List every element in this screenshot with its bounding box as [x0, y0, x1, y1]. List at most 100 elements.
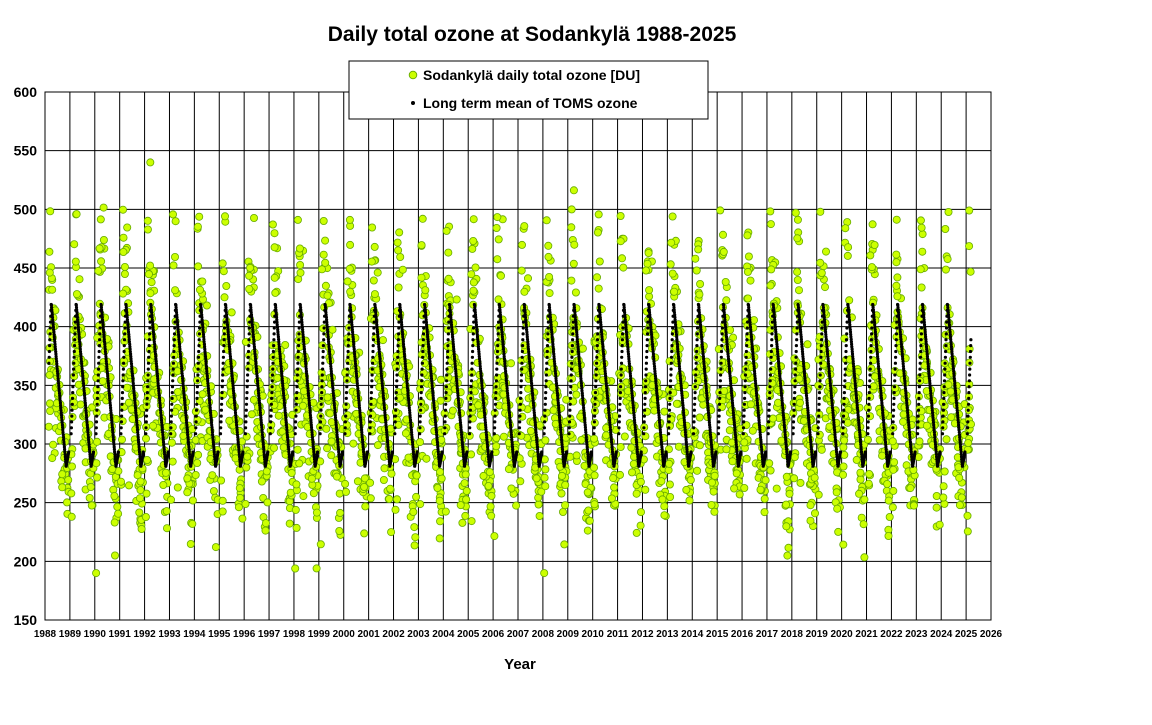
ozone-observation-point — [347, 241, 354, 248]
ozone-observation-point — [941, 500, 948, 507]
ozone-observation-point — [858, 514, 865, 521]
ozone-observation-point — [487, 503, 494, 510]
ozone-observation-point — [947, 388, 954, 395]
toms-mean-point — [72, 379, 75, 382]
toms-mean-point — [296, 379, 299, 382]
ozone-observation-point — [956, 502, 963, 509]
toms-mean-point — [298, 326, 301, 329]
toms-mean-point — [319, 426, 322, 429]
ozone-observation-point — [170, 262, 177, 269]
ozone-observation-point — [367, 495, 374, 502]
toms-mean-point — [119, 432, 122, 435]
ozone-observation-point — [711, 472, 718, 479]
toms-mean-point — [219, 432, 222, 435]
ozone-observation-point — [834, 505, 841, 512]
ozone-observation-point — [300, 493, 307, 500]
toms-mean-point — [297, 344, 300, 347]
x-tick-label: 2020 — [831, 629, 854, 640]
ozone-observation-point — [542, 483, 549, 490]
ozone-observation-point — [119, 290, 126, 297]
ozone-observation-point — [228, 309, 235, 316]
toms-mean-point — [469, 391, 472, 394]
ozone-observation-point — [869, 221, 876, 228]
toms-mean-point — [393, 426, 396, 429]
ozone-observation-point — [521, 288, 528, 295]
ozone-observation-point — [543, 217, 550, 224]
toms-mean-point — [269, 420, 272, 423]
y-tick-label: 450 — [14, 260, 38, 276]
ozone-observation-point — [545, 253, 552, 260]
ozone-observation-point — [731, 485, 738, 492]
toms-mean-point — [422, 326, 425, 329]
ozone-observation-point — [917, 266, 924, 273]
x-tick-label: 2023 — [905, 629, 928, 640]
ozone-observation-point — [521, 223, 528, 230]
toms-mean-point — [122, 362, 125, 365]
ozone-observation-point — [891, 459, 898, 466]
x-tick-label: 1990 — [84, 629, 107, 640]
toms-mean-point — [469, 409, 472, 412]
toms-mean-point — [147, 368, 150, 371]
toms-mean-point — [241, 450, 244, 453]
ozone-observation-point — [47, 407, 54, 414]
toms-mean-point — [446, 350, 449, 353]
toms-mean-point — [171, 385, 174, 388]
ozone-observation-point — [642, 486, 649, 493]
ozone-observation-point — [71, 241, 78, 248]
toms-mean-point — [71, 397, 74, 400]
toms-mean-point — [197, 350, 200, 353]
ozone-observation-point — [811, 474, 818, 481]
toms-mean-point — [72, 368, 75, 371]
toms-mean-point — [471, 338, 474, 341]
toms-mean-point — [296, 368, 299, 371]
ozone-observation-point — [76, 389, 83, 396]
x-tick-label: 2018 — [781, 629, 804, 640]
ozone-observation-point — [328, 438, 335, 445]
ozone-observation-point — [563, 396, 570, 403]
ozone-observation-point — [468, 518, 475, 525]
toms-mean-point — [347, 344, 350, 347]
toms-mean-point — [394, 420, 397, 423]
toms-mean-point — [471, 350, 474, 353]
ozone-observation-point — [871, 373, 878, 380]
toms-mean-point — [422, 338, 425, 341]
toms-mean-point — [196, 385, 199, 388]
toms-mean-point — [271, 385, 274, 388]
ozone-observation-point — [571, 241, 578, 248]
ozone-observation-point — [856, 490, 863, 497]
ozone-observation-point — [115, 510, 122, 517]
toms-mean-point — [48, 338, 51, 341]
ozone-observation-point — [262, 520, 269, 527]
ozone-observation-point — [933, 492, 940, 499]
ozone-observation-point — [192, 437, 199, 444]
ozone-observation-point — [129, 416, 136, 423]
ozone-observation-point — [271, 244, 278, 251]
ozone-observation-point — [550, 407, 557, 414]
ozone-observation-point — [49, 455, 56, 462]
ozone-observation-point — [124, 384, 131, 391]
ozone-observation-point — [494, 256, 501, 263]
ozone-observation-point — [866, 470, 873, 477]
ozone-observation-point — [835, 528, 842, 535]
ozone-observation-point — [890, 466, 897, 473]
ozone-observation-point — [762, 477, 769, 484]
toms-mean-point — [468, 432, 471, 435]
toms-mean-point — [393, 432, 396, 435]
toms-mean-point — [395, 391, 398, 394]
toms-mean-point — [397, 344, 400, 347]
toms-mean-point — [395, 379, 398, 382]
ozone-observation-point — [692, 255, 699, 262]
ozone-observation-point — [885, 497, 892, 504]
ozone-observation-point — [666, 460, 673, 467]
toms-mean-point — [447, 326, 450, 329]
toms-mean-point — [368, 432, 371, 435]
ozone-observation-point — [719, 231, 726, 238]
x-tick-label: 2011 — [607, 629, 629, 640]
ozone-observation-point — [100, 204, 107, 211]
toms-mean-point — [221, 368, 224, 371]
ozone-observation-point — [128, 406, 135, 413]
ozone-observation-point — [143, 490, 150, 497]
ozone-observation-point — [323, 425, 330, 432]
y-tick-label: 500 — [14, 201, 38, 217]
x-tick-label: 2022 — [880, 629, 903, 640]
